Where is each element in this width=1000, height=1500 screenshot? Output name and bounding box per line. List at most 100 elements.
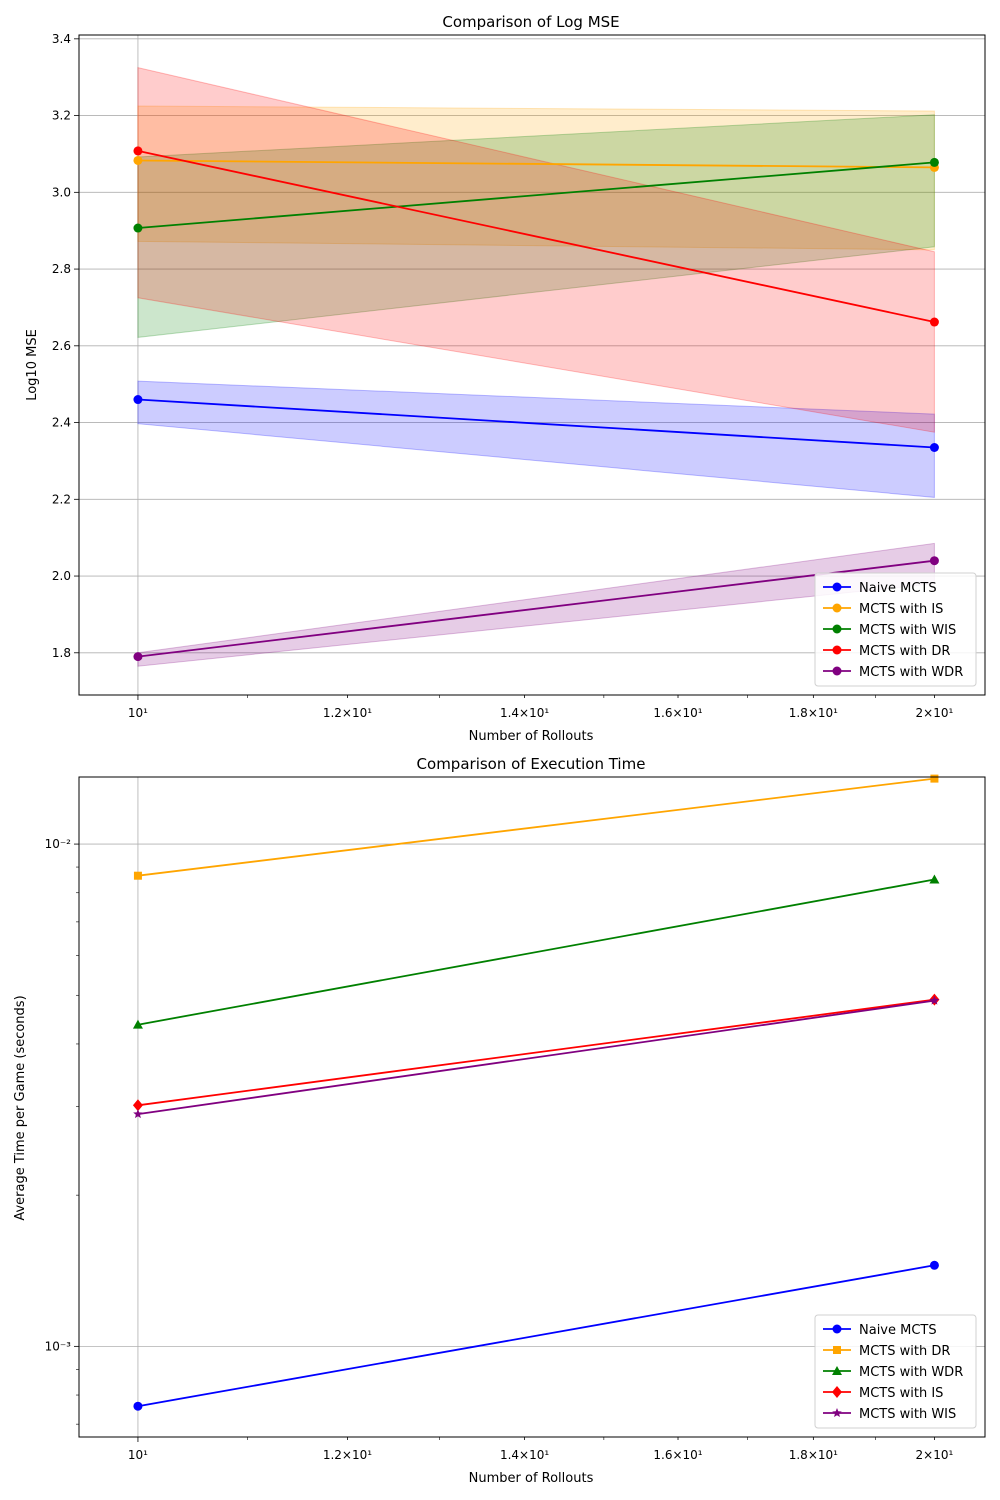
series-line [137, 777, 935, 877]
series-line [137, 398, 935, 449]
data-point [133, 652, 143, 662]
y-tick-label: 2.6 [52, 339, 71, 353]
data-point [929, 1260, 939, 1270]
legend-marker [832, 1324, 842, 1334]
y-tick-label: 2.8 [52, 262, 71, 276]
y-tick-label: 10⁻³ [45, 1339, 72, 1353]
x-tick-label: 2×10¹ [916, 706, 954, 720]
series-mcts-with-wis [133, 995, 940, 1119]
legend-label: MCTS with IS [859, 602, 943, 617]
series-line [137, 161, 935, 229]
series-mcts-with-wis [133, 157, 939, 233]
legend-box [814, 572, 977, 687]
x-tick-label: 10¹ [128, 706, 148, 720]
band-mcts-with-wis [137, 114, 935, 338]
y-tick-label: 3.0 [52, 185, 71, 199]
plot-frame [78, 776, 986, 1438]
x-tick-label: 1.4×10¹ [500, 1448, 549, 1462]
series-mcts-with-wdr [133, 556, 939, 662]
y-tick-label: 2.0 [52, 569, 71, 583]
legend-label: MCTS with DR [859, 644, 950, 659]
legend-marker [832, 582, 842, 592]
x-tick-label: 1.6×10¹ [653, 1448, 702, 1462]
y-axis-label: Log10 MSE [25, 329, 40, 401]
legend-marker [832, 645, 842, 655]
legend-item: Naive MCTS [823, 1323, 937, 1338]
data-point [133, 1401, 143, 1411]
x-tick-label: 1.6×10¹ [653, 706, 702, 720]
confidence-bands [137, 66, 935, 667]
y-tick-label: 1.8 [52, 646, 71, 660]
data-point [929, 443, 939, 452]
data-point [929, 317, 939, 327]
y-tick-label: 3.2 [52, 109, 71, 123]
y-axis-label: Average Time per Game (seconds) [13, 995, 28, 1220]
legend-marker [832, 1408, 842, 1418]
series-line [137, 1264, 935, 1408]
y-tick-label: 3.4 [52, 32, 71, 46]
x-tick-label: 10¹ [128, 1448, 148, 1462]
legend-item: MCTS with WIS [823, 623, 956, 638]
data-point [133, 1109, 143, 1119]
y-axis: 10⁻³ 10⁻² [45, 837, 79, 1425]
legend-label: Naive MCTS [859, 1323, 937, 1338]
x-axis-label: Number of Rollouts [469, 1471, 594, 1486]
band-mcts-with-is [137, 105, 935, 251]
series-mcts-with-is [132, 993, 940, 1112]
legend-item: MCTS with WDR [823, 665, 963, 680]
legend-box [814, 1314, 977, 1429]
x-axis-label: Number of Rollouts [469, 729, 594, 744]
series-line [137, 998, 935, 1107]
legend-label: Naive MCTS [859, 581, 937, 596]
data-point [133, 155, 143, 165]
legend-item: MCTS with IS [823, 1386, 943, 1401]
legend-label: MCTS with WIS [859, 1407, 956, 1422]
x-tick-label: 1.2×10¹ [323, 706, 372, 720]
legend-marker [832, 666, 842, 676]
chart-title: Comparison of Log MSE [442, 13, 619, 31]
legend-label: MCTS with IS [859, 1386, 943, 1401]
x-tick-label: 1.8×10¹ [789, 1448, 838, 1462]
data-point [929, 874, 940, 884]
data-point [930, 774, 939, 783]
data-point [133, 146, 143, 156]
data-point [929, 157, 939, 167]
x-axis: 10¹ 1.2×10¹ 1.4×10¹ 1.6×10¹ 1.8×10¹ 2×10¹ [128, 1437, 954, 1462]
series-mcts-with-dr [133, 146, 939, 327]
legend-item: MCTS with IS [823, 602, 943, 617]
series-naive-mcts [133, 1260, 939, 1411]
x-tick-label: 1.8×10¹ [789, 706, 838, 720]
legend-item: MCTS with DR [823, 644, 950, 659]
data-point [133, 395, 143, 405]
band-naive-mcts [137, 380, 935, 498]
x-axis: 10¹ 1.2×10¹ 1.4×10¹ 1.6×10¹ 1.8×10¹ 2×10¹ [128, 695, 954, 720]
data-point [133, 223, 143, 233]
series-line [137, 559, 935, 658]
legend-label: MCTS with WDR [859, 1365, 963, 1380]
x-tick-label: 2×10¹ [916, 1448, 954, 1462]
y-axis: 1.8 2.0 2.2 2.4 2.6 2.8 3.0 3.2 3.4 [52, 32, 79, 660]
series-line [137, 150, 935, 323]
legend-item: MCTS with WDR [823, 1365, 963, 1380]
chart-log-mse: Comparison of Log MSE Number of Rollouts… [25, 13, 986, 744]
legend-item: MCTS with WIS [823, 1407, 956, 1422]
legend-label: MCTS with WIS [859, 623, 956, 638]
x-tick-label: 1.2×10¹ [323, 1448, 372, 1462]
data-point [929, 995, 940, 1005]
legend: Naive MCTS MCTS with DR MCTS with WDR MCTS … [814, 1314, 977, 1429]
series-mcts-with-dr [133, 774, 939, 880]
chart-execution-time: Comparison of Execution Time Number of R… [13, 755, 986, 1486]
series-line [137, 999, 935, 1115]
legend-item: Naive MCTS [823, 581, 937, 596]
legend-marker [833, 1346, 841, 1354]
y-tick-label: 2.4 [52, 416, 71, 430]
data-point [133, 871, 142, 880]
y-tick-label: 10⁻² [45, 837, 72, 851]
y-tick-label: 2.2 [52, 492, 71, 506]
series-mcts-with-wdr [132, 874, 940, 1029]
chart-title: Comparison of Execution Time [417, 755, 646, 773]
x-tick-label: 1.4×10¹ [500, 706, 549, 720]
legend-label: MCTS with WDR [859, 665, 963, 680]
series-line [137, 159, 935, 169]
